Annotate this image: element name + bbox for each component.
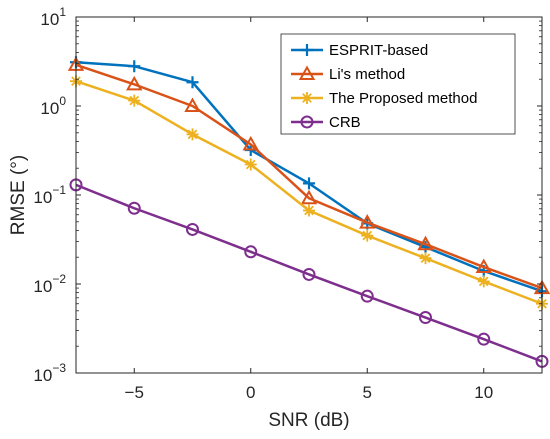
legend-marker-esprit-based [301,44,313,56]
data-point-li-s-method [242,135,259,151]
data-point-crb [186,222,199,236]
x-axis-label: SNR (dB) [268,410,349,431]
legend-label-li-s-method: Li's method [329,66,405,83]
data-point-li-s-method [417,235,434,251]
data-point-li-s-method [126,75,143,91]
x-tick-label: 0 [246,383,255,402]
y-tick-label: 100 [40,94,66,118]
legend-entry-li-s-method: Li's method [291,65,405,83]
data-point-the-proposed-method [303,204,315,217]
legend-entry-crb: CRB [291,114,361,131]
plot-content [67,56,550,368]
legend-label-the-proposed-method: The Proposed method [329,90,477,107]
data-point-crb [419,311,432,325]
series-line-crb [75,183,543,363]
data-point-li-s-method [475,258,492,274]
data-point-the-proposed-method [419,252,432,265]
data-point-li-s-method [184,97,201,112]
data-point-the-proposed-method [186,128,199,141]
legend-entry-the-proposed-method: The Proposed method [291,90,477,107]
axis-ticks [76,16,542,374]
legend-marker-the-proposed-method [301,92,313,104]
y-tick-label: 10−1 [33,183,66,207]
data-point-crb [127,201,141,215]
data-point-crb [302,267,316,281]
legend-marker-li-s-method [298,65,316,80]
data-point-esprit-based [128,60,141,73]
data-point-li-s-method [359,214,376,229]
legend-marker-crb [300,115,314,129]
data-point-esprit-based [303,177,315,190]
legend-label-esprit-based: ESPRIT-based [329,42,428,59]
series-line-li-s-method [75,63,543,290]
series-li-s-method [67,56,550,295]
y-tick-label: 10−2 [33,272,66,296]
y-tick-label: 101 [40,5,66,29]
y-axis-label: RMSE (°) [8,155,29,235]
data-point-esprit-based [186,76,199,89]
data-point-the-proposed-method [128,94,141,107]
legend-label-crb: CRB [329,114,361,131]
x-tick-label: 10 [474,383,493,402]
axis-tick-labels: −5 0 5 10 10−3 10−2 10−1 100 101 [33,5,493,402]
data-point-the-proposed-method [477,275,490,288]
data-point-crb [360,289,374,303]
data-point-the-proposed-method [361,229,374,242]
x-tick-label: 5 [363,383,372,402]
data-point-the-proposed-method [244,158,257,171]
legend-entry-esprit-based: ESPRIT-based [291,42,428,59]
y-tick-label: 10−3 [33,361,66,385]
data-point-crb [244,245,258,259]
x-tick-label: −5 [125,383,144,402]
data-point-crb [477,332,491,346]
legend: ESPRIT-based Li's method The Proposed meth… [280,33,516,135]
data-point-li-s-method [300,189,318,205]
